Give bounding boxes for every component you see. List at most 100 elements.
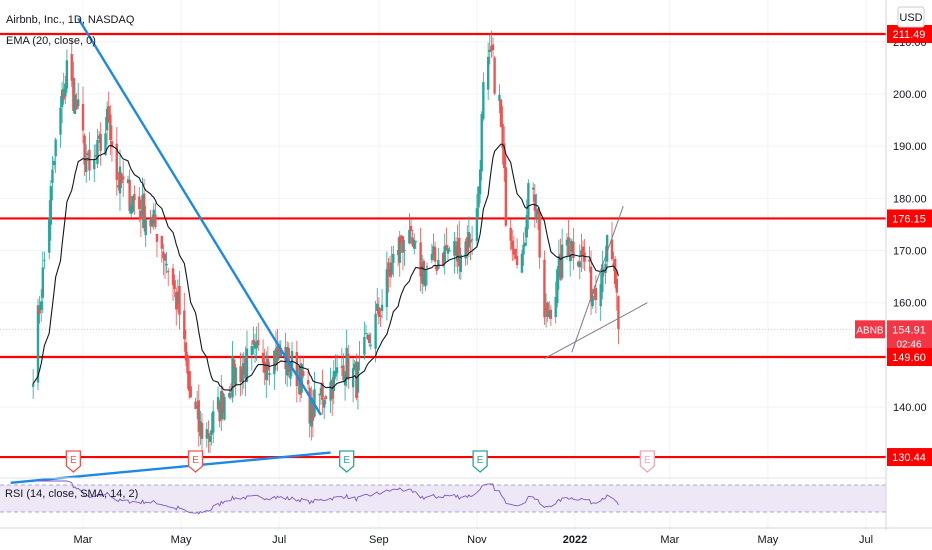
candle-body [605, 235, 609, 262]
candle-body [403, 249, 406, 251]
candle-body [482, 82, 485, 119]
candle-body [257, 340, 260, 346]
candle-body [210, 429, 213, 435]
currency-button-frame[interactable] [897, 6, 925, 28]
currency-button[interactable]: USD [897, 6, 925, 28]
candle-body [511, 240, 514, 250]
candle-body [413, 239, 416, 249]
time-axis[interactable]: Mar May Jul Sep Nov 2022 Mar May Jul [0, 527, 932, 546]
horizontal-levels[interactable] [0, 32, 886, 459]
candle-body [62, 88, 65, 100]
earnings-marker[interactable]: E [339, 450, 355, 473]
trendline-blue[interactable] [77, 17, 322, 416]
candle-body [486, 56, 490, 90]
candle-body [85, 159, 88, 172]
symbol-tag[interactable] [855, 320, 885, 339]
candle-body [454, 246, 458, 256]
candle-body [522, 244, 525, 255]
candle-body [388, 268, 392, 277]
candle-body [456, 241, 459, 262]
candle-body [533, 194, 536, 211]
candle-body [273, 350, 276, 375]
price-axis[interactable]: 140.00150.00160.00170.00180.00190.00200.… [855, 0, 932, 550]
candle-body [208, 435, 212, 442]
candle-body [240, 369, 244, 382]
candle-body [577, 261, 580, 266]
candle-body [104, 133, 107, 155]
candle-body [218, 401, 221, 422]
earnings-marker-shape[interactable] [187, 450, 204, 473]
candle-body [186, 354, 189, 374]
candle-body [332, 371, 336, 392]
candle-body [183, 310, 186, 340]
candle-body [612, 263, 615, 266]
candle-body [105, 108, 109, 131]
bar-countdown: 02:46 [896, 339, 921, 350]
candle-body [51, 169, 54, 183]
candle-body [76, 99, 80, 107]
candle-body [184, 342, 188, 361]
candle-body [75, 100, 78, 110]
candle-body [446, 248, 450, 254]
candle-body [109, 114, 112, 141]
candle-body [274, 348, 278, 365]
candle-body [401, 236, 405, 253]
candle-body [178, 285, 181, 315]
earnings-marker-shape[interactable] [65, 450, 82, 473]
candles [31, 30, 620, 454]
earnings-marker-shape[interactable] [472, 450, 488, 473]
earnings-marker[interactable]: E [65, 450, 82, 473]
candle-body [73, 94, 77, 115]
candle-body [610, 239, 614, 260]
earnings-marker-shape[interactable] [339, 450, 355, 473]
candle-body [48, 218, 51, 253]
candle-body [306, 380, 310, 385]
candle-body [509, 227, 512, 241]
candle-body [81, 103, 85, 131]
ema-line [32, 143, 619, 391]
earnings-marker[interactable]: E [187, 450, 204, 473]
candle-body [335, 367, 339, 374]
candle-body [295, 352, 299, 387]
candle-body [367, 334, 371, 343]
level-price-tag[interactable] [887, 348, 932, 367]
candle-body [242, 363, 245, 376]
level-price-tag[interactable] [887, 209, 932, 228]
candle-body [107, 106, 110, 121]
candle-body [591, 295, 594, 307]
candle-body [546, 302, 549, 317]
candle-body [594, 288, 598, 300]
currency-button-label[interactable]: USD [899, 12, 922, 24]
candle-body [443, 246, 446, 263]
earnings-marker[interactable]: E [472, 450, 488, 473]
candle-body [197, 400, 200, 432]
candle-body [366, 334, 369, 340]
candle-body [396, 250, 400, 256]
level-price-tag[interactable] [887, 24, 932, 43]
candle-body [377, 307, 381, 317]
candle-body [289, 368, 292, 379]
earnings-marker-shape[interactable] [639, 450, 655, 473]
candle-body [589, 266, 593, 302]
candle-body [356, 361, 360, 393]
candle-body [353, 363, 356, 370]
candle-body [133, 194, 136, 200]
candle-body [255, 341, 258, 349]
trendline-gray[interactable] [544, 302, 648, 360]
candle-body [154, 214, 157, 227]
candle-body [162, 251, 165, 259]
last-price-tag[interactable] [887, 320, 932, 353]
trendline-gray[interactable] [571, 206, 624, 353]
earnings-marker[interactable]: E [639, 450, 655, 473]
candle-body [139, 210, 143, 220]
candle-body [464, 241, 467, 259]
candle-body [115, 143, 118, 181]
level-price-tag[interactable] [887, 448, 932, 467]
candle-body [379, 315, 382, 317]
candle-body [175, 292, 178, 310]
candle-body [568, 253, 572, 262]
price-axis-bg [886, 0, 932, 550]
candle-body [565, 239, 569, 246]
